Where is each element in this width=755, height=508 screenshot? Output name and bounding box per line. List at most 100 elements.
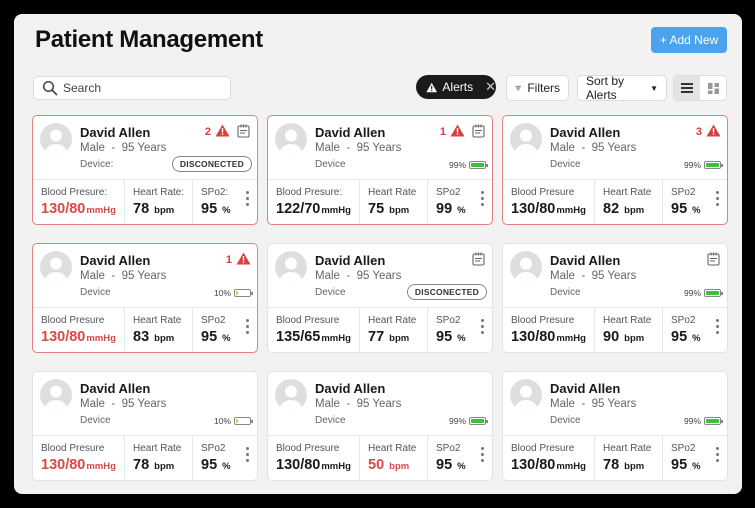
battery-indicator: 99% xyxy=(449,416,488,426)
bp-reading: 135/65 xyxy=(276,329,321,345)
view-toggle xyxy=(673,75,727,101)
spo2-label: SPo2: xyxy=(201,187,229,198)
filters-button[interactable]: Filters xyxy=(506,75,569,101)
blood-pressure-value: 130/80mmHg xyxy=(41,457,116,473)
spo2-reading: 95 xyxy=(671,329,688,345)
warning-icon[interactable] xyxy=(215,124,230,137)
avatar xyxy=(275,251,307,283)
sort-dropdown[interactable]: Sort by Alerts ▼ xyxy=(577,74,667,102)
battery-indicator: 10% xyxy=(214,288,253,298)
patient-demographics: Male - 95 Years xyxy=(80,270,167,282)
close-icon[interactable]: ✕ xyxy=(485,79,496,94)
hr-unit: bpm xyxy=(624,333,645,344)
spo2-label: SPo2 xyxy=(201,315,226,326)
hr-reading: 75 xyxy=(368,201,385,217)
add-new-button[interactable]: + Add New xyxy=(651,27,727,53)
hr-reading: 78 xyxy=(133,457,150,473)
patient-demographics: Male - 95 Years xyxy=(80,398,167,410)
hr-unit: bpm xyxy=(154,461,175,472)
battery-icon xyxy=(234,417,253,425)
heart-rate-cell: Heart Rate 78 bpm xyxy=(125,436,193,480)
heart-rate-value: 78 bpm xyxy=(603,457,644,473)
blood-pressure-cell: Blood Presure 130/80mmHg xyxy=(33,436,125,480)
search-input[interactable]: Search xyxy=(33,76,231,100)
patient-card[interactable]: David Allen Male - 95 Years Device 3 99% Bl… xyxy=(502,115,728,225)
user-avatar-icon xyxy=(280,257,302,283)
patient-card[interactable]: David Allen Male - 95 Years Device 1 10% Bl… xyxy=(32,243,258,353)
more-options-icon[interactable] xyxy=(246,191,250,206)
patient-card[interactable]: David Allen Male - 95 Years Device DISCONE… xyxy=(267,243,493,353)
patient-card[interactable]: David Allen Male - 95 Years Device 10% Blo… xyxy=(32,371,258,481)
grid-view-button[interactable] xyxy=(700,76,726,100)
patient-age: 95 Years xyxy=(121,142,167,154)
patient-demographics: Male - 95 Years xyxy=(315,398,402,410)
spo2-reading: 99 xyxy=(436,201,453,217)
patient-demographics: Male - 95 Years xyxy=(315,142,402,154)
bp-reading: 130/80 xyxy=(511,457,556,473)
spo2-label: SPo2 xyxy=(671,187,696,198)
device-label: Device xyxy=(315,287,346,298)
blood-pressure-label: Blood Presure xyxy=(511,187,575,198)
battery-indicator: 99% xyxy=(684,160,723,170)
spo2-reading: 95 xyxy=(201,201,218,217)
user-avatar-icon xyxy=(45,129,67,155)
alert-count: 1 xyxy=(225,254,232,266)
blood-pressure-label: Blood Presure xyxy=(511,315,575,326)
battery-indicator: 10% xyxy=(213,416,253,426)
notes-icon[interactable] xyxy=(472,124,486,138)
patient-demographics: Male - 95 Years xyxy=(80,142,167,154)
heart-rate-value: 77 bpm xyxy=(368,329,409,345)
battery-level: 99% xyxy=(683,416,701,426)
grid-icon xyxy=(707,82,719,94)
warning-icon[interactable] xyxy=(236,252,251,265)
heart-rate-value: 78 bpm xyxy=(133,457,174,473)
spo2-value: 95 % xyxy=(201,201,231,217)
list-view-button[interactable] xyxy=(674,76,700,100)
more-options-icon[interactable] xyxy=(246,319,250,334)
device-status-badge: DISCONECTED xyxy=(171,156,252,172)
patient-card[interactable]: David Allen Male - 95 Years Device 1 99% Bl… xyxy=(267,115,493,225)
more-options-icon[interactable] xyxy=(716,191,720,206)
more-options-icon[interactable] xyxy=(481,191,485,206)
notes-icon[interactable] xyxy=(707,252,721,266)
patient-name: David Allen xyxy=(550,381,621,396)
heart-rate-cell: Heart Rate 90 bpm xyxy=(595,308,663,352)
vitals-row: Blood Presure 130/80mmHg Heart Rate 78 b… xyxy=(503,435,727,480)
battery-indicator: 99% xyxy=(449,160,488,170)
device-label: Device xyxy=(550,287,581,298)
bp-unit: mmHg xyxy=(556,461,586,472)
battery-level: 10% xyxy=(213,416,231,426)
more-options-icon[interactable] xyxy=(481,319,485,334)
alert-count: 3 xyxy=(695,126,702,138)
warning-icon[interactable] xyxy=(450,124,465,137)
notes-icon[interactable] xyxy=(472,252,486,266)
heart-rate-cell: Heart Rate 83 bpm xyxy=(125,308,193,352)
blood-pressure-cell: Blood Presure 130/80mmHg xyxy=(33,308,125,352)
spo2-cell: SPo2 95 % xyxy=(428,436,478,480)
spo2-unit: % xyxy=(692,333,701,344)
vitals-row: Blood Presure 130/80mmHg Heart Rate 83 b… xyxy=(33,307,257,352)
patient-card[interactable]: David Allen Male - 95 Years Device: 2 DISCO… xyxy=(32,115,258,225)
spo2-label: SPo2 xyxy=(436,315,461,326)
blood-pressure-cell: Blood Presure 130/80mmHg xyxy=(503,308,595,352)
patient-name: David Allen xyxy=(550,125,621,140)
warning-icon[interactable] xyxy=(706,124,721,137)
patient-card[interactable]: David Allen Male - 95 Years Device 99% Blo… xyxy=(267,371,493,481)
hr-reading: 50 xyxy=(368,457,385,473)
battery-icon xyxy=(234,289,253,297)
patient-card[interactable]: David Allen Male - 95 Years Device 99% Blo… xyxy=(502,371,728,481)
heart-rate-cell: Heart Rate 50 bpm xyxy=(360,436,428,480)
blood-pressure-cell: Blood Presure 130/80mmHg xyxy=(268,436,360,480)
more-options-icon[interactable] xyxy=(716,447,720,462)
more-options-icon[interactable] xyxy=(716,319,720,334)
spo2-value: 95 % xyxy=(436,329,466,345)
bp-unit: mmHg xyxy=(556,205,586,216)
patient-card[interactable]: David Allen Male - 95 Years Device 99% Blo… xyxy=(502,243,728,353)
alerts-filter-chip[interactable]: Alerts ✕ xyxy=(416,75,496,99)
spo2-unit: % xyxy=(222,461,231,472)
more-options-icon[interactable] xyxy=(481,447,485,462)
more-options-icon[interactable] xyxy=(246,447,250,462)
battery-icon xyxy=(704,161,723,169)
spo2-reading: 95 xyxy=(436,457,453,473)
notes-icon[interactable] xyxy=(237,124,251,138)
